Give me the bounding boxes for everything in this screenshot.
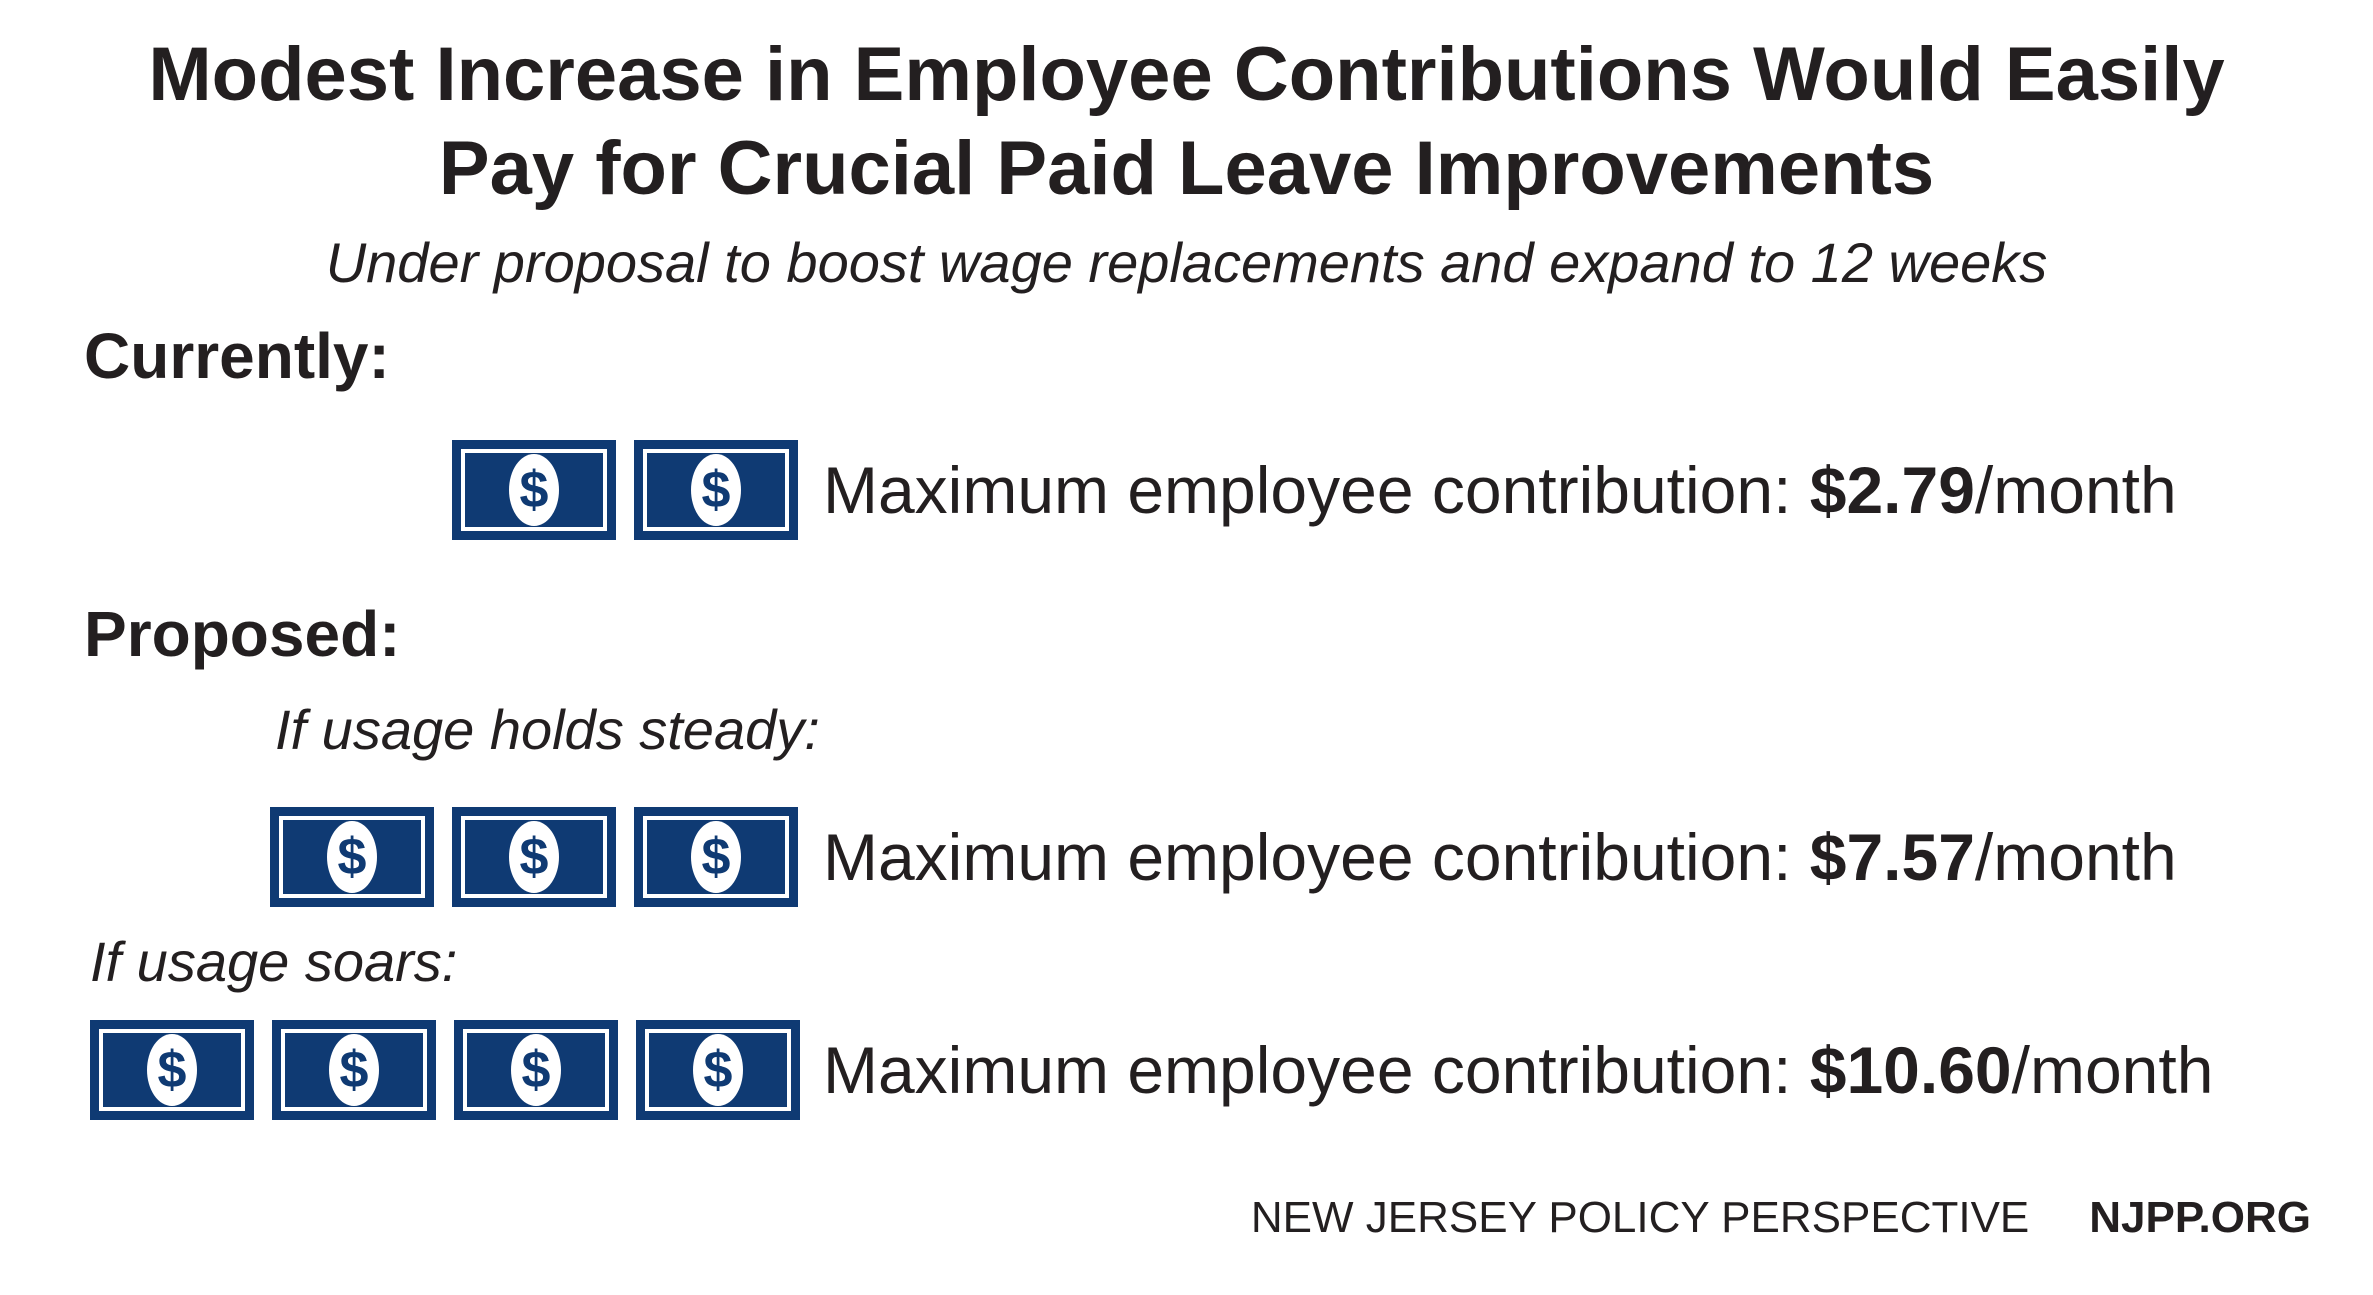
subtitle: Under proposal to boost wage replacement… (325, 231, 2048, 294)
currently-heading: Currently: (84, 320, 390, 392)
dollar-sign-icon: $ (691, 454, 741, 526)
contribution-unit: /month (1974, 453, 2177, 527)
footer-org: NEW JERSEY POLICY PERSPECTIVE (1250, 1193, 2030, 1242)
dollar-bill-icon: $ (454, 1020, 618, 1120)
contribution-unit: /month (2011, 1033, 2214, 1107)
title-line-2: Pay for Crucial Paid Leave Improvements (438, 126, 1935, 211)
dollar-bill-icon: $ (634, 807, 798, 907)
bill-border (281, 1029, 427, 1111)
footer: NEW JERSEY POLICY PERSPECTIVE NJPP.ORG (1251, 1190, 2311, 1246)
page-title: Modest Increase in Employee Contribution… (0, 28, 2373, 216)
soars-row: $ $ $ $ Maximum employee contribution: $10.… (0, 1020, 2373, 1120)
bills-group: $ $ $ $ (90, 1020, 800, 1120)
contribution-amount: $2.79 (1809, 453, 1975, 527)
contribution-text: Maximum employee contribution: $7.57/mon… (823, 807, 2177, 907)
dollar-sign-icon: $ (327, 821, 377, 893)
bills-group: $ $ $ (270, 807, 798, 907)
contribution-label: Maximum employee contribution: (823, 820, 1810, 894)
steady-row: $ $ $ Maximum employee contribution: $7.57… (0, 807, 2373, 907)
dollar-sign-icon: $ (509, 454, 559, 526)
contribution-text: Maximum employee contribution: $10.60/mo… (823, 1020, 2213, 1120)
dollar-bill-icon: $ (634, 440, 798, 540)
scenario-soars-label: If usage soars: (90, 930, 458, 993)
bill-border (99, 1029, 245, 1111)
dollar-sign-icon: $ (511, 1034, 561, 1106)
title-line-1: Modest Increase in Employee Contribution… (148, 32, 2225, 117)
dollar-sign-icon: $ (691, 821, 741, 893)
dollar-sign-icon: $ (329, 1034, 379, 1106)
bill-border (461, 816, 607, 898)
bill-border (645, 1029, 791, 1111)
dollar-sign-icon: $ (509, 821, 559, 893)
dollar-bill-icon: $ (272, 1020, 436, 1120)
contribution-unit: /month (1974, 820, 2177, 894)
contribution-amount: $7.57 (1809, 820, 1975, 894)
contribution-amount: $10.60 (1809, 1033, 2012, 1107)
bill-border (279, 816, 425, 898)
contribution-label: Maximum employee contribution: (823, 1033, 1810, 1107)
dollar-sign-icon: $ (693, 1034, 743, 1106)
bill-border (643, 449, 789, 531)
footer-site-link[interactable]: NJPP.ORG (2089, 1193, 2311, 1242)
dollar-bill-icon: $ (452, 807, 616, 907)
proposed-heading: Proposed: (84, 598, 401, 670)
bill-border (643, 816, 789, 898)
bill-border (461, 449, 607, 531)
dollar-bill-icon: $ (270, 807, 434, 907)
dollar-sign-icon: $ (147, 1034, 197, 1106)
dollar-bill-icon: $ (452, 440, 616, 540)
bills-group: $ $ (452, 440, 798, 540)
scenario-steady-label: If usage holds steady: (275, 698, 820, 761)
dollar-bill-icon: $ (636, 1020, 800, 1120)
contribution-text: Maximum employee contribution: $2.79/mon… (823, 440, 2177, 540)
dollar-bill-icon: $ (90, 1020, 254, 1120)
bill-border (463, 1029, 609, 1111)
currently-row: $ $ Maximum employee contribution: $2.79/… (0, 440, 2373, 540)
contribution-label: Maximum employee contribution: (823, 453, 1810, 527)
